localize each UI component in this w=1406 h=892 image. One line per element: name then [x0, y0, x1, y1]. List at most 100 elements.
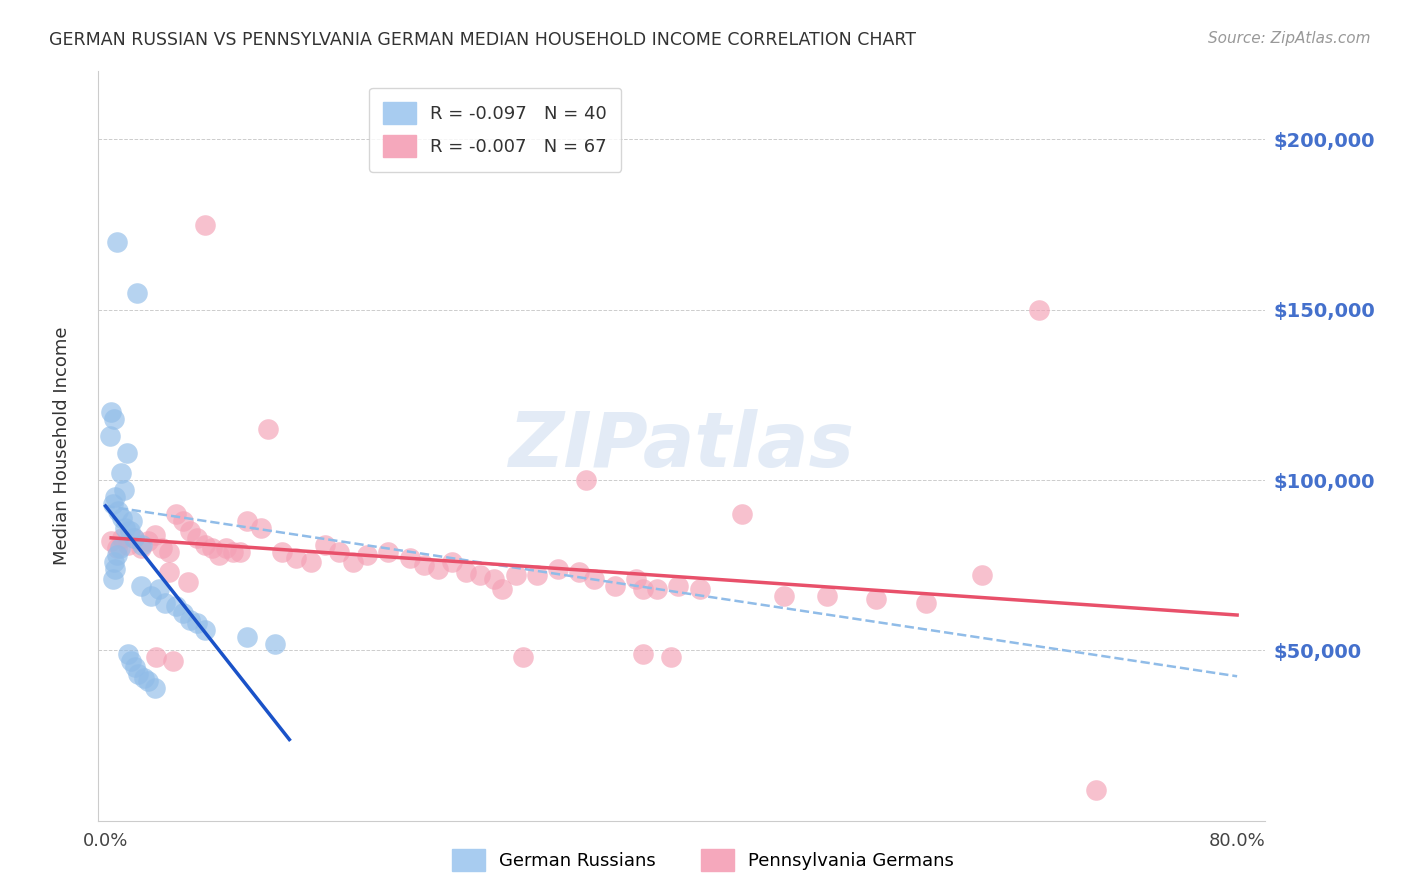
Point — [264, 636, 287, 650]
Point — [136, 534, 159, 549]
Point — [603, 579, 626, 593]
Point — [271, 544, 294, 558]
Point — [568, 565, 591, 579]
Point — [666, 579, 689, 593]
Point — [236, 630, 259, 644]
Legend: R = -0.097   N = 40, R = -0.007   N = 67: R = -0.097 N = 40, R = -0.007 N = 67 — [368, 88, 621, 171]
Point — [575, 473, 598, 487]
Point — [426, 561, 449, 575]
Point — [127, 667, 149, 681]
Point — [105, 235, 128, 249]
Point — [865, 592, 887, 607]
Point — [101, 497, 124, 511]
Point — [107, 504, 129, 518]
Point — [103, 411, 125, 425]
Text: GERMAN RUSSIAN VS PENNSYLVANIA GERMAN MEDIAN HOUSEHOLD INCOME CORRELATION CHART: GERMAN RUSSIAN VS PENNSYLVANIA GERMAN ME… — [49, 31, 917, 49]
Point — [491, 582, 513, 596]
Point — [236, 514, 259, 528]
Point — [122, 531, 145, 545]
Point — [121, 514, 143, 528]
Point — [132, 671, 155, 685]
Point — [105, 541, 128, 556]
Point — [342, 555, 364, 569]
Point — [624, 572, 647, 586]
Point — [441, 555, 464, 569]
Point — [470, 568, 492, 582]
Point — [157, 544, 180, 558]
Point — [412, 558, 434, 573]
Point — [456, 565, 478, 579]
Point — [193, 623, 215, 637]
Point — [193, 218, 215, 232]
Point — [972, 568, 994, 582]
Point — [105, 548, 128, 562]
Point — [1028, 302, 1050, 317]
Point — [129, 579, 152, 593]
Point — [512, 650, 534, 665]
Point — [98, 429, 121, 443]
Point — [172, 606, 194, 620]
Point — [124, 660, 146, 674]
Point — [153, 596, 176, 610]
Point — [125, 285, 148, 300]
Point — [148, 582, 170, 596]
Point — [110, 467, 132, 481]
Point — [114, 521, 136, 535]
Point — [179, 524, 201, 538]
Point — [100, 534, 122, 549]
Point — [314, 538, 336, 552]
Point — [100, 405, 122, 419]
Point — [179, 613, 201, 627]
Point — [484, 572, 506, 586]
Point — [356, 548, 378, 562]
Point — [915, 596, 938, 610]
Point — [222, 544, 245, 558]
Y-axis label: Median Household Income: Median Household Income — [52, 326, 70, 566]
Point — [229, 544, 252, 558]
Point — [104, 490, 127, 504]
Point — [285, 551, 308, 566]
Point — [631, 582, 654, 596]
Point — [143, 681, 166, 695]
Point — [215, 541, 238, 556]
Point — [150, 541, 173, 556]
Point — [103, 555, 125, 569]
Point — [582, 572, 605, 586]
Point — [505, 568, 527, 582]
Point — [208, 548, 231, 562]
Point — [145, 650, 167, 665]
Point — [200, 541, 222, 556]
Point — [111, 531, 134, 545]
Point — [108, 541, 131, 556]
Point — [165, 507, 187, 521]
Point — [101, 572, 124, 586]
Point — [815, 589, 838, 603]
Point — [659, 650, 682, 665]
Point — [117, 538, 139, 552]
Legend: German Russians, Pennsylvania Germans: German Russians, Pennsylvania Germans — [444, 842, 962, 879]
Point — [377, 544, 399, 558]
Point — [689, 582, 711, 596]
Point — [120, 654, 142, 668]
Point — [731, 507, 754, 521]
Point — [299, 555, 322, 569]
Point — [186, 616, 208, 631]
Point — [631, 647, 654, 661]
Point — [129, 541, 152, 556]
Point — [118, 524, 141, 538]
Point — [157, 565, 180, 579]
Point — [250, 521, 273, 535]
Point — [136, 673, 159, 688]
Point — [162, 654, 184, 668]
Point — [186, 531, 208, 545]
Text: ZIPatlas: ZIPatlas — [509, 409, 855, 483]
Point — [111, 510, 134, 524]
Point — [122, 531, 145, 545]
Point — [257, 422, 280, 436]
Point — [193, 538, 215, 552]
Point — [115, 446, 138, 460]
Point — [112, 483, 135, 498]
Point — [131, 538, 153, 552]
Point — [1084, 783, 1107, 797]
Point — [547, 561, 569, 575]
